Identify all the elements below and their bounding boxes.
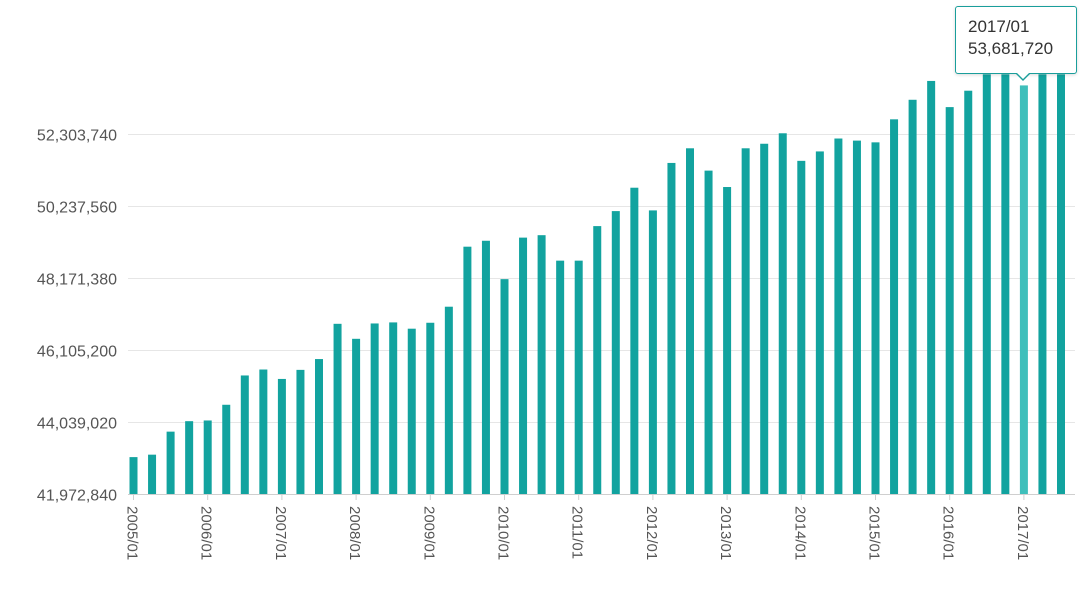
bar[interactable]: [834, 138, 843, 494]
bar[interactable]: [982, 74, 991, 494]
x-tick-label: 2006/01: [198, 506, 215, 560]
bar[interactable]: [519, 237, 528, 494]
bar[interactable]: [277, 378, 286, 494]
bar[interactable]: [630, 187, 639, 494]
bar[interactable]: [964, 90, 973, 495]
bar[interactable]: [1057, 74, 1065, 494]
bar[interactable]: [778, 133, 787, 494]
x-tick-label: 2011/01: [569, 506, 586, 559]
bar[interactable]: [129, 457, 138, 494]
x-tick-label: 2014/01: [791, 506, 808, 560]
y-tick-label: 46,105,200: [37, 344, 117, 361]
bar[interactable]: [407, 328, 416, 494]
bar[interactable]: [797, 160, 806, 494]
bar[interactable]: [1001, 74, 1010, 494]
bar[interactable]: [315, 359, 323, 494]
bar[interactable]: [166, 431, 175, 494]
bar[interactable]: [852, 140, 861, 495]
bar[interactable]: [185, 421, 194, 494]
bar[interactable]: [1019, 85, 1028, 494]
x-tick-label: 2015/01: [866, 506, 883, 560]
bar[interactable]: [815, 151, 824, 494]
bar[interactable]: [203, 420, 212, 494]
bar[interactable]: [908, 99, 917, 494]
bar[interactable]: [556, 260, 565, 494]
bar[interactable]: [148, 454, 157, 494]
bar[interactable]: [222, 404, 231, 494]
bar[interactable]: [760, 143, 769, 494]
tooltip-value: 53,681,720: [968, 39, 1054, 58]
bar[interactable]: [463, 246, 472, 494]
bar[interactable]: [648, 210, 657, 494]
bar[interactable]: [370, 323, 379, 494]
bar[interactable]: [704, 170, 713, 494]
bar[interactable]: [741, 148, 750, 495]
bar[interactable]: [574, 260, 583, 494]
tooltip: 2017/01 53,681,720: [955, 6, 1077, 81]
x-tick-label: 2016/01: [940, 506, 957, 560]
bar[interactable]: [871, 142, 880, 494]
bar[interactable]: [593, 226, 602, 494]
x-tick-label: 2009/01: [420, 506, 437, 560]
x-tick-label: 2007/01: [272, 506, 289, 560]
bar[interactable]: [333, 323, 342, 494]
bar[interactable]: [723, 187, 732, 494]
bar[interactable]: [927, 80, 936, 494]
bar[interactable]: [1038, 74, 1047, 494]
bar[interactable]: [686, 148, 694, 495]
x-tick-label: 2013/01: [717, 506, 734, 560]
bar[interactable]: [352, 338, 361, 494]
bar[interactable]: [611, 211, 620, 494]
y-tick-label: 41,972,840: [37, 488, 117, 505]
bar[interactable]: [667, 162, 676, 494]
bar[interactable]: [259, 369, 268, 494]
y-tick-label: 44,039,020: [37, 416, 117, 433]
tooltip-caret-inner: [1016, 72, 1030, 79]
bar[interactable]: [945, 107, 954, 495]
x-tick-label: 2017/01: [1014, 506, 1031, 560]
bar[interactable]: [444, 306, 453, 494]
x-tick-label: 2012/01: [643, 506, 660, 560]
y-tick-label: 50,237,560: [37, 200, 117, 217]
bar[interactable]: [240, 375, 249, 494]
x-tick-label: 2005/01: [124, 506, 141, 560]
bar[interactable]: [296, 369, 305, 494]
y-tick-label: 48,171,380: [37, 272, 117, 289]
y-tick-label: 52,303,740: [37, 128, 117, 145]
bar[interactable]: [426, 322, 435, 494]
tooltip-label: 2017/01: [968, 17, 1030, 36]
bar[interactable]: [890, 119, 899, 494]
x-tick-label: 2010/01: [495, 506, 512, 560]
bar[interactable]: [500, 279, 509, 494]
bar[interactable]: [389, 322, 398, 494]
x-tick-label: 2008/01: [346, 506, 363, 560]
bar[interactable]: [537, 235, 546, 494]
bar[interactable]: [481, 240, 490, 494]
